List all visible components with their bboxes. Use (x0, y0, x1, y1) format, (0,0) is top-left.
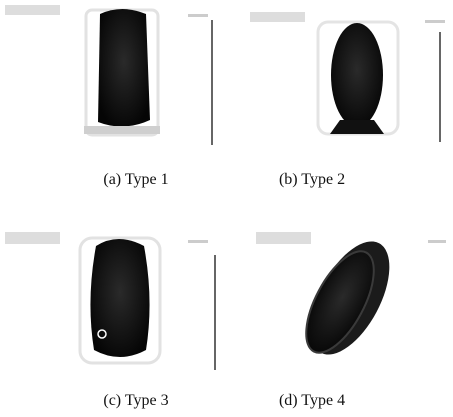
panel-a-image (5, 5, 212, 145)
page: {"figure": {"panels": [ {"caption": "(a)… (0, 0, 453, 417)
scale-mark (428, 240, 446, 243)
faint-label (256, 232, 311, 244)
specimen (98, 9, 150, 127)
base (330, 120, 384, 134)
caption: (b) Type 2 (279, 171, 345, 188)
faint-label (5, 5, 60, 15)
panel-b-image (250, 12, 445, 142)
specimen (331, 23, 383, 127)
scale-mark (188, 14, 208, 17)
scale-mark (188, 240, 208, 243)
faint-label (5, 232, 60, 244)
faint-label (250, 12, 305, 22)
caption: (c) Type 3 (103, 392, 168, 409)
scale-mark (425, 20, 445, 23)
caption: (d) Type 4 (279, 392, 345, 409)
base (84, 126, 160, 134)
figure: (a) Type 1 (b) Type 2 (c) Type 3 (d) Typ… (0, 0, 453, 417)
panel-c-image (5, 232, 215, 370)
panel-d-image (256, 229, 446, 367)
caption: (a) Type 1 (103, 171, 168, 188)
specimen (90, 239, 149, 357)
